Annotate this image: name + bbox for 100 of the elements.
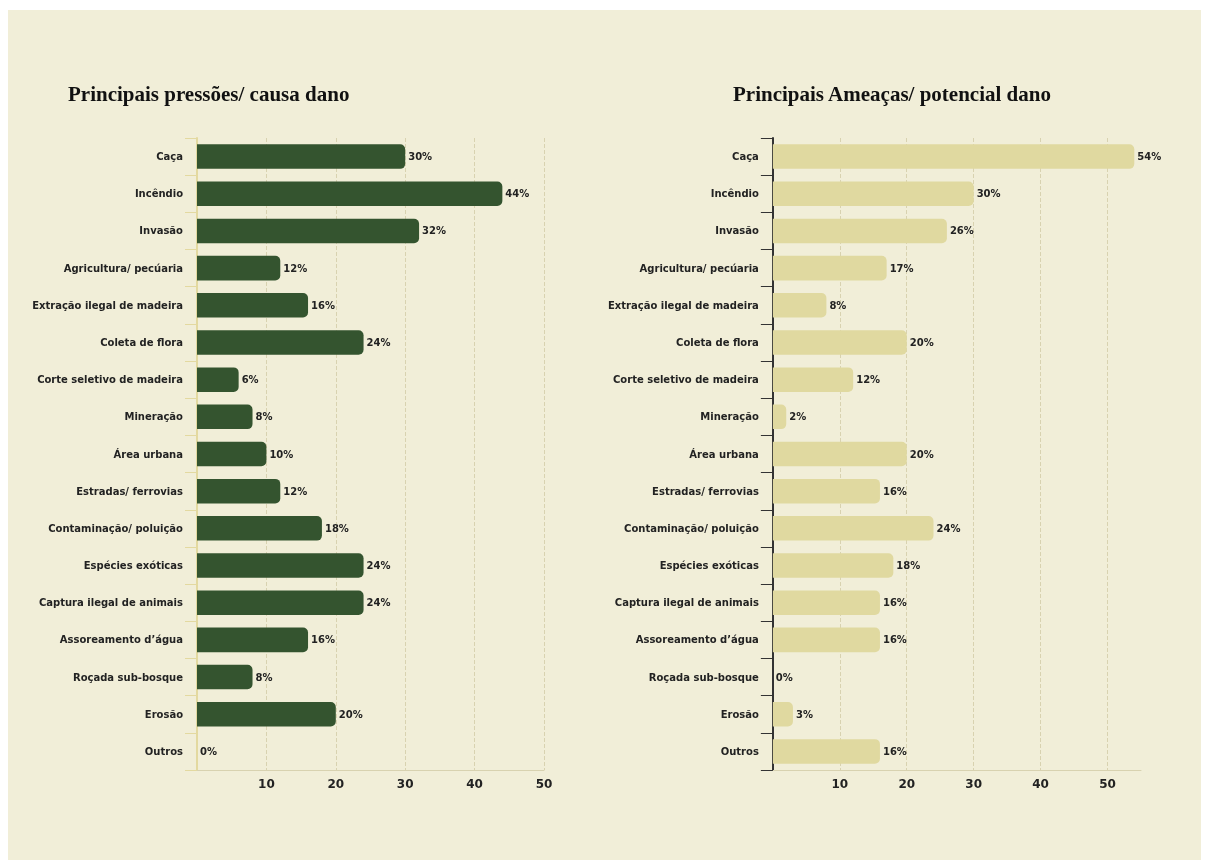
bar (772, 478, 880, 504)
bar (197, 218, 420, 244)
bar (197, 590, 364, 615)
bar (197, 478, 281, 504)
y-tick-label: Extração ilegal de madeira (32, 299, 183, 311)
y-tick-label: Incêndio (134, 188, 184, 200)
x-tick-label: 50 (1099, 777, 1116, 791)
data-label: 3% (795, 708, 813, 720)
data-label: 16% (882, 485, 907, 497)
data-label: 20% (909, 448, 934, 460)
y-tick-label: Agricultura/ pecúaria (63, 262, 183, 274)
y-tick-label: Estradas/ ferrovias (76, 485, 184, 497)
y-tick-label: Captura ilegal de animais (614, 597, 759, 609)
x-tick-label: 10 (258, 777, 275, 791)
bar (772, 553, 894, 578)
y-tick-label: Assoreamento d’água (59, 634, 183, 646)
y-tick-label: Agricultura/ pecúaria (639, 262, 759, 274)
y-tick-label: Corte seletivo de madeira (37, 374, 183, 386)
data-label: 32% (422, 225, 447, 237)
x-tick-label: 30 (965, 777, 983, 791)
bar (772, 739, 880, 764)
y-tick-label: Roçada sub-bosque (72, 671, 184, 683)
data-label: 16% (311, 634, 335, 646)
bar (772, 441, 907, 467)
bar (772, 367, 854, 392)
data-label: 8% (255, 671, 273, 683)
data-label: 26% (949, 225, 974, 237)
y-tick-label: Coleta de flora (676, 336, 759, 348)
y-tick-label: Outros (720, 745, 759, 757)
bar (772, 181, 974, 207)
y-tick-label: Área urbana (689, 447, 759, 460)
x-tick-label: 40 (1032, 777, 1049, 791)
data-label: 12% (283, 262, 308, 274)
bar (772, 404, 787, 430)
chart-title: Principais pressões/ causa dano (68, 81, 350, 106)
y-tick-label: Outros (144, 745, 184, 757)
data-label: 12% (856, 374, 881, 386)
data-label: 44% (505, 188, 530, 200)
y-tick-label: Corte seletivo de madeira (613, 374, 759, 386)
chart-title: Principais Ameaças/ potencial dano (733, 81, 1051, 106)
data-label: 16% (882, 634, 907, 646)
y-tick-label: Invasão (139, 225, 184, 237)
bar (772, 255, 887, 281)
bar (197, 181, 503, 207)
data-label: 16% (311, 299, 335, 311)
data-label: 10% (269, 448, 294, 460)
y-tick-label: Contaminação/ poluição (48, 522, 184, 534)
x-tick-label: 50 (535, 777, 553, 791)
x-tick-label: 30 (396, 777, 414, 791)
bar (197, 404, 253, 430)
bar (197, 293, 309, 318)
x-tick-label: 20 (327, 777, 345, 791)
data-label: 12% (283, 485, 308, 497)
y-tick-label: Erosão (720, 708, 759, 720)
data-label: 20% (909, 336, 934, 348)
y-tick-label: Mineração (700, 411, 759, 423)
data-label: 54% (1137, 151, 1162, 163)
data-label: 17% (889, 262, 914, 274)
data-label: 16% (882, 597, 907, 609)
bar (772, 590, 880, 615)
data-label: 18% (324, 522, 349, 534)
x-tick-label: 40 (466, 777, 483, 791)
bar (197, 441, 267, 467)
y-tick-label: Captura ilegal de animais (38, 597, 184, 609)
data-label: 2% (789, 411, 807, 423)
y-tick-label: Extração ilegal de madeira (608, 299, 759, 311)
bar (197, 701, 336, 727)
data-label: 30% (408, 151, 433, 163)
x-tick-label: 10 (831, 777, 849, 791)
data-label: 24% (936, 522, 961, 534)
data-label: 30% (976, 188, 1001, 200)
data-label: 24% (366, 336, 391, 348)
bar (772, 627, 880, 653)
y-tick-label: Área urbana (113, 447, 183, 460)
data-label: 8% (255, 411, 273, 423)
bar (197, 664, 253, 690)
data-label: 6% (241, 374, 259, 386)
bar (197, 367, 239, 392)
x-tick-label: 20 (898, 777, 916, 791)
y-tick-label: Espécies exóticas (659, 560, 759, 572)
bar (197, 144, 406, 169)
y-tick-label: Espécies exóticas (83, 560, 184, 572)
data-label: 24% (366, 560, 391, 572)
bar (197, 330, 364, 355)
bar (197, 627, 309, 653)
y-tick-label: Mineração (124, 411, 184, 423)
y-tick-label: Caça (156, 151, 183, 163)
y-tick-label: Coleta de flora (100, 336, 183, 348)
y-tick-label: Erosão (144, 708, 184, 720)
data-label: 8% (829, 299, 847, 311)
bar (197, 553, 364, 578)
y-tick-label: Invasão (715, 225, 759, 237)
bar (772, 330, 907, 355)
bar (772, 516, 934, 541)
data-label: 0% (200, 745, 217, 757)
y-tick-label: Caça (732, 151, 759, 163)
y-tick-label: Contaminação/ poluição (624, 522, 759, 534)
data-label: 20% (338, 708, 363, 720)
data-label: 24% (366, 597, 391, 609)
bar (197, 255, 281, 281)
